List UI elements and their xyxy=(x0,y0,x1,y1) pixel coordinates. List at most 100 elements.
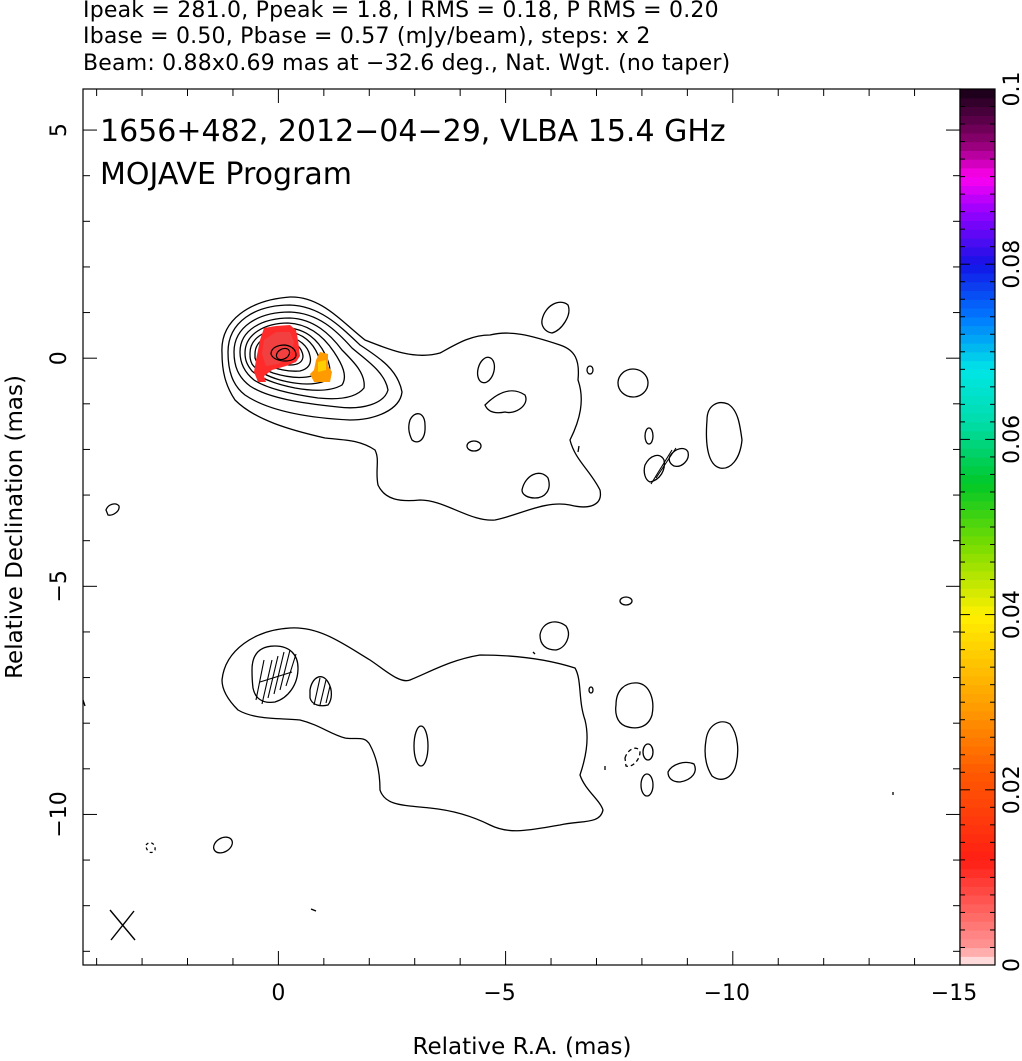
polarization-vectors xyxy=(255,447,677,706)
header-stats-line: Ipeak = 281.0, Ppeak = 1.8, I RMS = 0.18… xyxy=(83,0,719,23)
x-tick-label: −10 xyxy=(704,981,750,1006)
colorbar-band xyxy=(960,97,995,108)
colorbar-band xyxy=(960,684,995,695)
colorbar-band xyxy=(960,868,995,878)
colorbar-band xyxy=(960,947,995,957)
colorbar-tick-label: 0 xyxy=(1000,958,1022,972)
header-base-line: Ibase = 0.50, Pbase = 0.57 (mJy/beam), s… xyxy=(83,24,651,49)
colorbar-band xyxy=(960,308,995,318)
colorbar-band xyxy=(960,781,995,791)
colorbar-band xyxy=(960,264,995,274)
colorbar-band xyxy=(960,640,995,651)
source-annotation: 1656+482, 2012−04−29, VLBA 15.4 GHz xyxy=(100,114,726,149)
colorbar-band xyxy=(960,588,995,598)
colorbar-band xyxy=(960,448,995,458)
colorbar-band xyxy=(960,89,995,99)
colorbar-band xyxy=(960,421,995,432)
colorbar-band xyxy=(960,597,995,607)
colorbar-band xyxy=(960,632,995,642)
y-tick-label: 5 xyxy=(47,123,72,137)
colorbar-band xyxy=(960,141,995,151)
colorbar-band xyxy=(960,579,995,589)
lower-outer-contour xyxy=(221,627,604,832)
colorbar-band xyxy=(960,202,995,213)
colorbar-band xyxy=(960,824,995,835)
colorbar-band xyxy=(960,290,995,300)
colorbar-band xyxy=(960,456,995,467)
colorbar-band xyxy=(960,614,995,624)
colorbar-band xyxy=(960,246,995,257)
colorbar-band xyxy=(960,851,995,861)
colorbar-band xyxy=(960,518,995,528)
axes: 0 −5 −10 −15 5 0 −5 −10 xyxy=(47,89,977,1006)
colorbar-band xyxy=(960,929,995,940)
outer-contour xyxy=(221,296,602,521)
polarized-intensity-contours xyxy=(82,596,894,912)
colorbar-band xyxy=(960,124,995,134)
colorbar-band xyxy=(960,807,995,817)
colorbar-band xyxy=(960,272,995,283)
colorbar-band xyxy=(960,877,995,887)
colorbar-band xyxy=(960,325,995,335)
colorbar-band xyxy=(960,754,995,765)
colorbar-band xyxy=(960,667,995,677)
colorbar-band xyxy=(960,737,995,747)
y-axis-title: Relative Declination (mas) xyxy=(2,375,28,679)
colorbar-tick-label: 0.02 xyxy=(1000,765,1022,814)
colorbar-band xyxy=(960,378,995,388)
colorbar-band xyxy=(960,886,995,896)
colorbar-band xyxy=(960,605,995,616)
colorbar-band xyxy=(960,167,995,178)
colorbar-band xyxy=(960,229,995,239)
colorbar-band xyxy=(960,658,995,668)
colorbar-band xyxy=(960,562,995,572)
colorbar-band xyxy=(960,798,995,808)
x-tick-label: −5 xyxy=(483,981,515,1006)
colorbar-band xyxy=(960,351,995,362)
colorbar-band xyxy=(960,369,995,379)
colorbar-frame xyxy=(959,88,996,966)
y-tick-label: −5 xyxy=(47,570,72,602)
colorbar-band xyxy=(960,544,995,554)
colorbar-band xyxy=(960,903,995,914)
colorbar-band xyxy=(960,912,995,922)
colorbar: 0 0.02 0.04 0.06 0.08 0.1 xyxy=(960,72,1022,972)
colorbar-band xyxy=(960,894,995,905)
colorbar-band xyxy=(960,106,995,116)
header-beam-line: Beam: 0.88x0.69 mas at −32.6 deg., Nat. … xyxy=(83,51,731,76)
colorbar-band xyxy=(960,710,995,721)
colorbar-band xyxy=(960,535,995,546)
colorbar-band xyxy=(960,921,995,931)
colorbar-band xyxy=(960,553,995,563)
x-axis-title: Relative R.A. (mas) xyxy=(413,1034,632,1060)
colorbar-band xyxy=(960,281,995,292)
colorbar-band xyxy=(960,483,995,493)
colorbar-band xyxy=(960,746,995,756)
colorbar-tick-label: 0.06 xyxy=(1000,415,1022,464)
colorbar-tick-label: 0.08 xyxy=(1000,240,1022,289)
colorbar-band xyxy=(960,693,995,703)
colorbar-band xyxy=(960,185,995,195)
colorbar-band xyxy=(960,194,995,204)
colorbar-band xyxy=(960,842,995,852)
colorbar-band xyxy=(960,220,995,230)
colorbar-band xyxy=(960,474,995,484)
colorbar-band xyxy=(960,763,995,773)
colorbar-band xyxy=(960,509,995,519)
colorbar-band xyxy=(960,334,995,344)
program-annotation: MOJAVE Program xyxy=(100,157,352,192)
colorbar-band xyxy=(960,115,995,125)
colorbar-band xyxy=(960,570,995,581)
colorbar-band xyxy=(960,465,995,476)
plot-frame xyxy=(82,88,961,966)
colorbar-band xyxy=(960,623,995,633)
colorbar-band xyxy=(960,299,995,309)
colorbar-band xyxy=(960,938,995,949)
colorbar-band xyxy=(960,491,995,502)
intensity-contours xyxy=(105,296,743,521)
colorbar-band xyxy=(960,527,995,537)
colorbar-band xyxy=(960,413,995,423)
colorbar-band xyxy=(960,772,995,782)
colorbar-band xyxy=(960,859,995,870)
x-tick-label: −15 xyxy=(931,981,977,1006)
